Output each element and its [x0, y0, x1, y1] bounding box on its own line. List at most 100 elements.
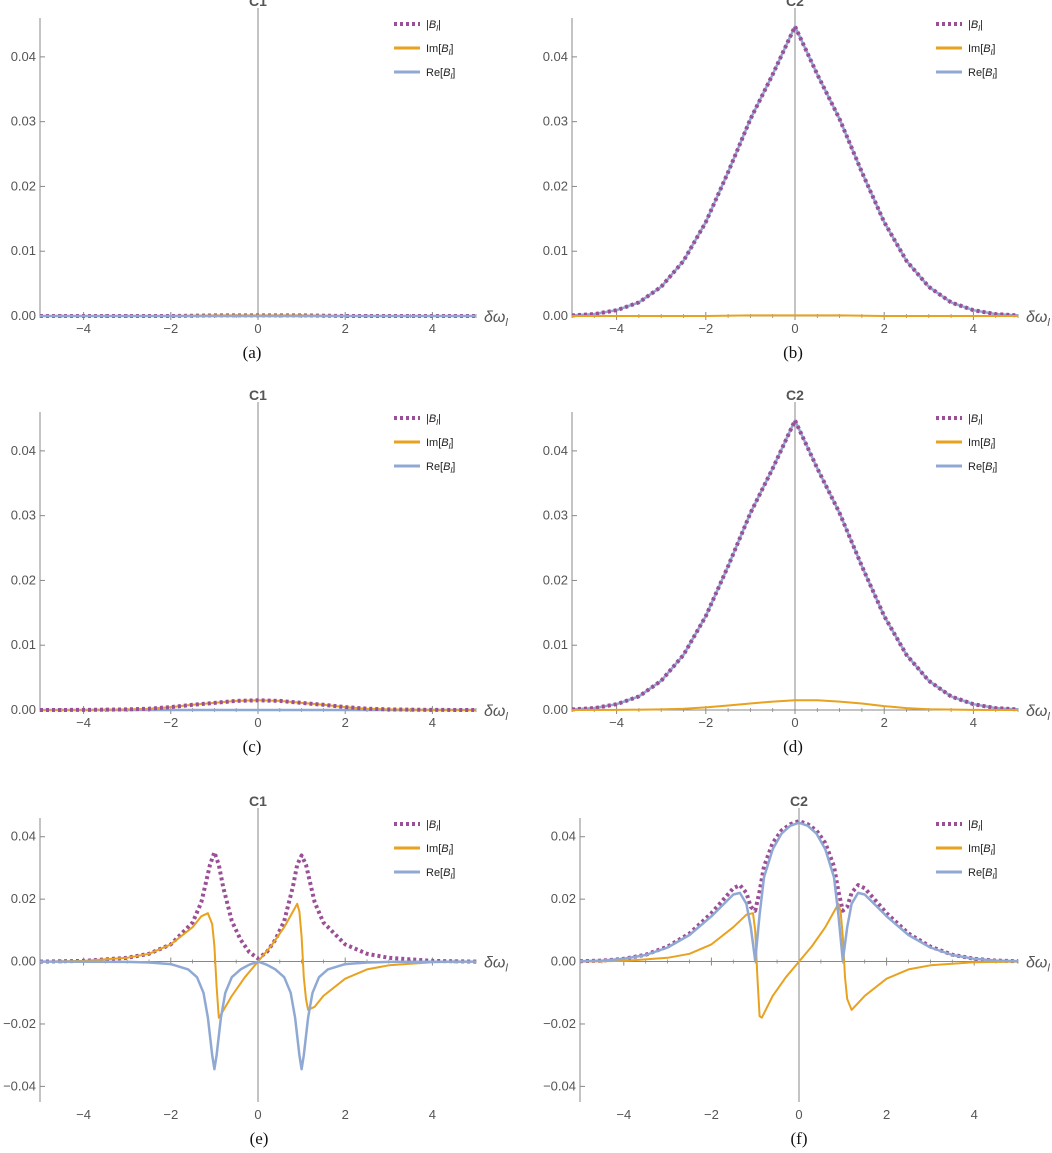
x-axis-label: δωl [1026, 703, 1050, 723]
x-tick-label: 4 [970, 715, 977, 730]
series-line-re [39, 960, 477, 1071]
legend: |Bl| Im[Bl] Re[Bl] [394, 413, 455, 475]
legend: |Bl| Im[Bl] Re[Bl] [394, 819, 455, 881]
panel-caption: (b) [783, 343, 803, 362]
y-tick-label: 0.03 [543, 114, 568, 129]
legend-label-abs: |Bl| [426, 413, 441, 427]
y-tick-label: 0.04 [11, 443, 36, 458]
series-line-abs [579, 819, 1019, 964]
legend-label-re: Re[Bl] [426, 67, 455, 81]
legend-label-re: Re[Bl] [968, 67, 997, 81]
series-line-im [579, 902, 1019, 1019]
legend-label-im: Im[Bl] [968, 843, 995, 857]
x-tick-label: −2 [163, 715, 178, 730]
legend-label-im: Im[Bl] [426, 437, 453, 451]
chart-title: C2 [790, 793, 808, 809]
panel-e: −4 −2 0 2 4 −0.04 −0.02 0.00 0.02 0.04 C1 δωl |Bl| Im… [3, 793, 508, 1148]
legend: |Bl| Im[Bl] Re[Bl] [936, 19, 997, 81]
series-line-abs [571, 418, 1019, 712]
x-tick-label: −4 [609, 715, 624, 730]
panel-caption: (f) [791, 1129, 808, 1148]
y-tick-label: 0.02 [543, 178, 568, 193]
panel-b: −4 −2 0 2 4 0.00 0.01 0.02 0.03 0.04 C2 δωl |Bl| Im[B… [543, 0, 1051, 362]
x-tick-label: 0 [254, 321, 261, 336]
legend-label-re: Re[Bl] [968, 867, 997, 881]
y-tick-label: 0.02 [11, 178, 36, 193]
legend-label-im: Im[Bl] [968, 43, 995, 57]
chart-title: C1 [249, 0, 267, 9]
panel-f: −4 −2 0 2 4 −0.04 −0.02 0.00 0.02 0.04 C2 δωl |Bl| Im… [543, 793, 1050, 1148]
y-tick-label: −0.02 [543, 1016, 576, 1031]
x-axis-label: δωl [1026, 955, 1050, 975]
y-tick-label: 0.02 [551, 891, 576, 906]
y-tick-label: −0.04 [543, 1078, 576, 1093]
x-tick-label: −2 [698, 321, 713, 336]
x-tick-label: −4 [616, 1107, 631, 1122]
series-line-abs [39, 698, 477, 712]
y-tick-label: 0.00 [543, 702, 568, 717]
y-tick-label: 0.01 [11, 637, 36, 652]
panel-caption: (a) [243, 343, 262, 362]
legend-label-abs: |Bl| [426, 819, 441, 833]
x-tick-label: −2 [704, 1107, 719, 1122]
legend-label-re: Re[Bl] [968, 461, 997, 475]
x-tick-label: 0 [254, 715, 261, 730]
series-line-im [571, 699, 1019, 711]
legend-label-im: Im[Bl] [968, 437, 995, 451]
legend-label-re: Re[Bl] [426, 867, 455, 881]
panel-caption: (c) [243, 737, 262, 756]
legend-label-abs: |Bl| [968, 819, 983, 833]
y-tick-label: 0.04 [551, 829, 576, 844]
x-tick-label: 2 [342, 321, 349, 336]
y-tick-label: 0.03 [11, 114, 36, 129]
series-line-im [39, 902, 477, 1019]
y-tick-label: −0.02 [3, 1016, 36, 1031]
x-tick-label: −4 [76, 715, 91, 730]
y-tick-label: 0.00 [11, 702, 36, 717]
x-tick-label: 0 [791, 715, 798, 730]
y-tick-label: 0.00 [551, 954, 576, 969]
x-tick-label: 2 [881, 321, 888, 336]
y-tick-label: 0.01 [543, 243, 568, 258]
y-tick-label: 0.01 [11, 243, 36, 258]
series-line-im [572, 314, 1018, 317]
x-axis-label: δωl [484, 703, 508, 723]
x-tick-label: −2 [698, 715, 713, 730]
legend: |Bl| Im[Bl] Re[Bl] [394, 19, 455, 81]
x-tick-label: 4 [429, 321, 436, 336]
legend-label-abs: |Bl| [426, 19, 441, 33]
x-tick-label: −4 [76, 1107, 91, 1122]
y-tick-label: 0.04 [11, 829, 36, 844]
y-tick-label: 0.00 [11, 954, 36, 969]
chart-title: C1 [249, 387, 267, 403]
panel-a: −4 −2 0 2 4 0.00 0.01 0.02 0.03 0.04 C1 δωl |Bl| Im[B… [11, 0, 509, 362]
x-tick-label: −4 [76, 321, 91, 336]
y-tick-label: 0.02 [543, 572, 568, 587]
panel-d: −4 −2 0 2 4 0.00 0.01 0.02 0.03 0.04 C2 δωl |Bl| Im[B… [543, 387, 1051, 756]
x-tick-label: 0 [254, 1107, 261, 1122]
x-axis-label: δωl [484, 955, 508, 975]
series-line-re [579, 821, 1019, 963]
x-tick-label: 4 [970, 321, 977, 336]
chart-title: C2 [786, 0, 804, 9]
x-tick-label: 2 [881, 715, 888, 730]
legend-label-re: Re[Bl] [426, 461, 455, 475]
legend: |Bl| Im[Bl] Re[Bl] [936, 819, 997, 881]
legend-label-im: Im[Bl] [426, 843, 453, 857]
y-tick-label: 0.03 [11, 508, 36, 523]
x-axis-label: δωl [484, 309, 508, 329]
y-tick-label: −0.04 [3, 1078, 36, 1093]
x-tick-label: 2 [342, 715, 349, 730]
x-tick-label: 4 [429, 715, 436, 730]
x-tick-label: 0 [791, 321, 798, 336]
legend-label-abs: |Bl| [968, 19, 983, 33]
y-tick-label: 0.04 [11, 49, 36, 64]
legend-label-abs: |Bl| [968, 413, 983, 427]
x-tick-label: 2 [883, 1107, 890, 1122]
y-tick-label: 0.01 [543, 637, 568, 652]
x-tick-label: 0 [795, 1107, 802, 1122]
y-tick-label: 0.00 [11, 308, 36, 323]
panel-c: −4 −2 0 2 4 0.00 0.01 0.02 0.03 0.04 C1 δωl |Bl| Im[B… [11, 387, 509, 756]
series-line-abs [39, 850, 477, 964]
